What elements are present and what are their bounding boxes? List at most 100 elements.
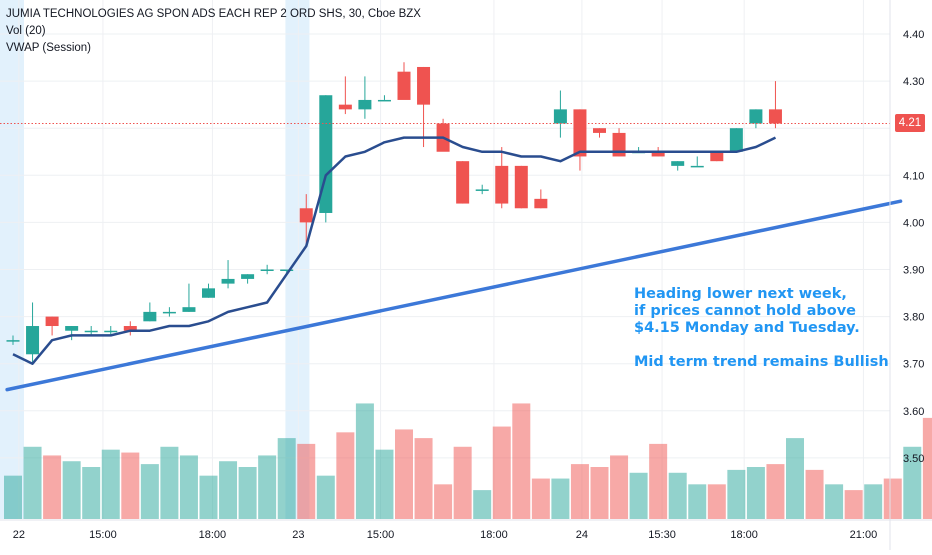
candle[interactable] — [338, 76, 352, 115]
candle[interactable] — [475, 184, 489, 195]
volume-bar — [492, 426, 511, 519]
candle-body — [280, 269, 294, 271]
x-tick-label: 18:00 — [199, 529, 227, 541]
trendline[interactable] — [5, 199, 903, 392]
candle[interactable] — [593, 128, 606, 138]
candle-body — [221, 278, 235, 284]
candle-body — [84, 330, 98, 333]
candle-body — [768, 109, 782, 124]
candle[interactable] — [573, 109, 587, 171]
candle[interactable] — [553, 90, 567, 138]
volume-bar — [395, 429, 413, 519]
candle-body — [182, 307, 196, 312]
candle[interactable] — [495, 147, 509, 209]
candle[interactable] — [26, 302, 40, 364]
candle[interactable] — [514, 165, 528, 209]
annotation-line-2: if prices cannot hold above — [634, 303, 856, 319]
volume-bar — [590, 467, 609, 519]
volume-bar — [434, 484, 453, 519]
candle-body — [104, 330, 118, 333]
volume-bar — [336, 432, 355, 519]
volume-bar — [297, 443, 316, 519]
x-tick-label: 15:00 — [89, 529, 117, 541]
candle-body — [456, 161, 470, 204]
x-tick-label: 15:30 — [648, 529, 676, 541]
candle[interactable] — [84, 326, 98, 336]
candle-body — [143, 311, 157, 322]
candle[interactable] — [671, 161, 685, 171]
candle[interactable] — [202, 283, 215, 298]
volume-bar — [746, 467, 765, 519]
session-shade-0 — [0, 0, 24, 519]
candle[interactable] — [710, 151, 724, 162]
vwap-indicator-label[interactable]: VWAP (Session) — [6, 42, 91, 54]
volume-bar — [375, 449, 394, 519]
candle[interactable] — [162, 307, 176, 317]
candle[interactable] — [397, 62, 411, 100]
candle[interactable] — [417, 66, 431, 148]
candle[interactable] — [182, 283, 196, 312]
candle[interactable] — [65, 326, 79, 341]
volume-bar — [727, 469, 746, 519]
candle[interactable] — [104, 326, 118, 336]
volume-bar — [629, 472, 648, 519]
candle[interactable] — [377, 95, 391, 102]
candle[interactable] — [299, 194, 313, 246]
candle-body — [65, 326, 79, 331]
volume-bar — [707, 484, 726, 519]
candle-body — [241, 274, 255, 279]
candle[interactable] — [690, 156, 704, 168]
volume-bar — [4, 475, 22, 519]
volume-indicator-label[interactable]: Vol (20) — [6, 25, 46, 37]
y-tick-label: 3.50 — [903, 453, 924, 465]
candle[interactable] — [358, 76, 372, 119]
vwap-layer — [12, 136, 777, 365]
volume-bar — [101, 449, 120, 519]
candle-body — [495, 165, 509, 204]
volume-bar — [844, 490, 863, 519]
candle[interactable] — [534, 189, 548, 209]
volume-bar — [864, 484, 883, 519]
candle[interactable] — [6, 335, 20, 345]
candle[interactable] — [456, 161, 470, 204]
x-tick-label: 22 — [13, 529, 25, 541]
volume-bar — [649, 443, 668, 519]
y-tick-label: 4.30 — [903, 76, 924, 88]
candle-body — [202, 288, 215, 298]
volume-bar — [805, 469, 824, 519]
candle-body — [377, 99, 391, 102]
candle[interactable] — [319, 95, 333, 223]
candle-body — [260, 269, 274, 271]
volume-bar — [82, 467, 101, 519]
chart-header: JUMIA TECHNOLOGIES AG SPON ADS EACH REP … — [6, 6, 421, 57]
candle-body — [534, 198, 548, 209]
candle[interactable] — [45, 316, 59, 336]
trendline-layer — [5, 199, 903, 392]
candle[interactable] — [729, 128, 743, 152]
x-tick-label: 21:00 — [850, 529, 878, 541]
annotation-text: Heading lower next week, if prices canno… — [634, 286, 889, 371]
volume-bar — [62, 461, 81, 519]
candle[interactable] — [221, 260, 235, 289]
candle-body — [553, 109, 567, 124]
y-tick-label: 4.40 — [903, 29, 924, 41]
vwap-line[interactable] — [12, 136, 777, 365]
candle[interactable] — [260, 264, 274, 275]
candle-body — [514, 165, 528, 209]
candle[interactable] — [123, 321, 137, 336]
candle-body — [45, 316, 59, 327]
candle[interactable] — [143, 302, 157, 322]
candle[interactable] — [241, 274, 255, 284]
volume-bar — [355, 403, 374, 519]
volume-bar — [277, 438, 296, 519]
volume-bar — [766, 464, 785, 519]
candle-body — [593, 128, 606, 133]
y-tick-label: 3.60 — [903, 406, 924, 418]
volume-bar — [786, 438, 804, 519]
volume-bar — [199, 475, 218, 519]
candle[interactable] — [749, 109, 763, 129]
candle[interactable] — [768, 81, 782, 129]
